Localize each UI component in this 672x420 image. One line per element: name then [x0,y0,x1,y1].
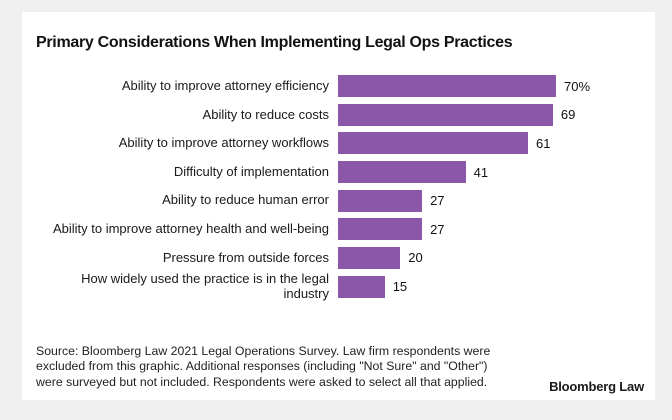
category-label: Ability to reduce costs [202,106,329,122]
value-label: 69 [560,107,576,123]
category-label: Ability to improve attorney health and w… [52,220,329,236]
bar [338,246,401,269]
chart-row: Ability to reduce human error 27 [36,186,651,215]
chart-row: Ability to improve attorney efficiency 70… [36,72,651,101]
value-label: 27 [430,221,445,237]
chart-row: Pressure from outside forces 20 [36,244,651,273]
category-label: Difficulty of implementation [173,163,329,179]
source-line: were surveyed but not included. Responde… [36,374,488,389]
category-label: Ability to reduce human error [162,192,329,208]
value-label: 41 [473,164,489,180]
value-label: 70% [564,78,591,94]
chart-row: How widely used the practice is in the l… [36,271,651,301]
bar [338,132,528,155]
category-label: How widely used the practice is in the l… [81,271,329,301]
bar [338,75,556,98]
bar [338,161,466,184]
value-label: 15 [392,279,408,295]
category-label: Ability to improve attorney workflows [118,135,329,151]
source-note: Source: Bloomberg Law 2021 Legal Operati… [36,344,541,390]
source-line: Source: Bloomberg Law 2021 Legal Operati… [36,344,491,358]
source-line: excluded from this graphic. Additional r… [36,359,488,374]
chart-row: Ability to improve attorney workflows 61 [36,129,651,158]
bar [338,103,553,126]
category-label: Ability to improve attorney efficiency [121,78,329,94]
chart-card: Primary Considerations When Implementing… [22,12,655,400]
bar-chart: Ability to improve attorney efficiency 70… [36,72,651,301]
bloomberg-law-logo: Bloomberg Law [549,379,644,394]
chart-row: Difficulty of implementation 41 [36,158,651,187]
chart-row: Ability to reduce costs 69 [36,101,651,130]
category-label: Pressure from outside forces [162,249,329,265]
bar [338,218,423,241]
bar [338,189,423,212]
value-label: 27 [430,193,445,209]
page-title: Primary Considerations When Implementing… [36,34,513,51]
chart-row: Ability to improve attorney health and w… [36,215,651,244]
bar [338,275,385,298]
value-label: 20 [408,250,423,266]
value-label: 61 [535,135,551,151]
